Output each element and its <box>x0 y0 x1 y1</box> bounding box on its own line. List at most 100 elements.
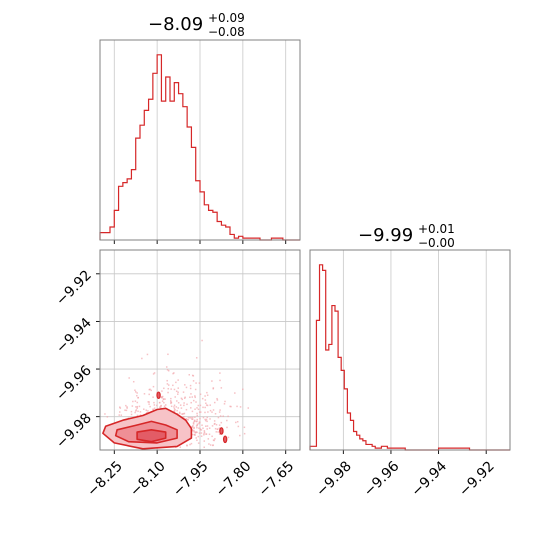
joint-sample-point <box>185 386 188 389</box>
joint-sample-point <box>167 369 170 372</box>
joint-sample-point <box>177 379 179 381</box>
joint-sample-point <box>136 394 138 397</box>
joint-sample-point <box>152 408 154 411</box>
joint-sample-point <box>214 413 217 415</box>
joint-sample-point <box>202 427 204 429</box>
joint-sample-point <box>177 387 180 389</box>
right-histogram-title-value: −9.99 <box>358 225 413 246</box>
joint-sample-point <box>214 438 216 440</box>
joint-sample-point <box>194 416 196 418</box>
joint-sample-point <box>189 387 192 390</box>
joint-sample-point <box>205 404 208 406</box>
joint-sample-point <box>128 377 130 379</box>
joint-sample-point <box>183 412 186 415</box>
joint-sample-point <box>153 404 156 406</box>
joint-sample-point <box>136 405 139 408</box>
joint-sample-point <box>196 412 198 415</box>
joint-sample-point <box>213 420 216 422</box>
joint-sample-point <box>206 416 209 419</box>
joint-sample-point <box>204 406 206 409</box>
joint-sample-point <box>118 414 120 416</box>
joint-sample-point <box>203 440 206 442</box>
joint-sample-point <box>217 416 220 419</box>
joint-sample-point <box>139 411 142 413</box>
joint-sample-point <box>196 420 198 423</box>
joint-sample-point <box>206 420 208 423</box>
joint-sample-point <box>169 400 172 402</box>
joint-sample-point <box>239 434 241 437</box>
joint-sample-point <box>193 426 195 429</box>
joint-sample-point <box>196 423 199 425</box>
joint-sample-point <box>198 432 201 434</box>
joint-sample-point <box>181 398 184 401</box>
joint-sample-point <box>197 442 200 444</box>
joint-sample-point <box>165 366 168 368</box>
joint-sample-point <box>191 396 193 398</box>
joint-sample-point <box>182 391 185 393</box>
joint-sample-point <box>196 407 198 409</box>
joint-sample-point <box>209 418 211 420</box>
top-histogram-grid <box>113 40 287 240</box>
joint-sample-point <box>216 399 219 401</box>
joint-sample-point <box>247 407 250 409</box>
joint-sample-point <box>120 414 123 416</box>
joint-sample-point <box>135 409 138 411</box>
joint-sample-point <box>193 430 195 432</box>
joint-sample-point <box>198 422 200 425</box>
joint-sample-point <box>153 407 156 409</box>
joint-sample-point <box>216 428 219 431</box>
joint-sample-point <box>164 398 166 400</box>
joint-sample-point <box>175 390 178 393</box>
joint-sample-point <box>179 404 182 406</box>
joint-sample-point <box>195 357 198 359</box>
joint-sample-point <box>227 415 229 418</box>
joint-sample-point <box>167 387 170 390</box>
joint-sample-point <box>119 407 122 409</box>
joint-sample-point <box>205 425 207 427</box>
joint-sample-point <box>152 373 155 375</box>
right-histogram-ticks <box>342 450 487 454</box>
joint-sample-point <box>181 413 184 415</box>
joint-sample-point <box>209 444 212 446</box>
joint-sample-point <box>167 353 169 356</box>
joint-sample-point <box>138 405 141 408</box>
joint-sample-point <box>190 442 193 445</box>
joint-sample-point <box>211 425 214 427</box>
joint-sample-point <box>146 411 148 414</box>
joint-sample-point <box>131 405 134 407</box>
joint-sample-point <box>242 388 244 391</box>
joint-scatter-panel: −8.25 −8.10 −7.95 −7.80 −7.65 −9.92−9.94−9.9… <box>53 249 301 500</box>
joint-sample-point <box>136 407 138 409</box>
joint-sample-point <box>130 410 133 413</box>
joint-sample-point <box>195 382 197 384</box>
joint-sample-point <box>196 439 198 442</box>
joint-sample-point <box>195 431 197 433</box>
joint-sample-point <box>152 385 155 388</box>
joint-sample-point <box>176 409 178 412</box>
joint-sample-point <box>175 406 178 408</box>
joint-sample-point <box>180 407 183 409</box>
joint-sample-point <box>173 404 176 407</box>
joint-sample-point <box>211 411 213 413</box>
joint-sample-point <box>158 401 161 404</box>
joint-sample-point <box>167 391 169 394</box>
joint-sample-point <box>203 446 205 449</box>
joint-sample-point <box>119 406 121 408</box>
joint-sample-point <box>183 404 185 407</box>
joint-sample-point <box>163 387 165 390</box>
joint-sample-point <box>220 421 223 424</box>
joint-sample-point <box>237 425 240 428</box>
joint-sample-point <box>214 427 217 430</box>
joint-contour-island <box>222 435 228 444</box>
joint-sample-point <box>189 384 192 387</box>
joint-sample-point <box>208 427 211 429</box>
joint-sample-point <box>186 444 188 446</box>
joint-sample-point <box>199 393 202 396</box>
joint-sample-point <box>199 404 202 407</box>
joint-sample-point <box>219 372 221 374</box>
joint-sample-point <box>172 384 174 387</box>
joint-sample-point <box>136 401 139 404</box>
joint-sample-point <box>243 432 246 435</box>
joint-sample-point <box>134 400 137 402</box>
joint-sample-point <box>106 416 109 418</box>
